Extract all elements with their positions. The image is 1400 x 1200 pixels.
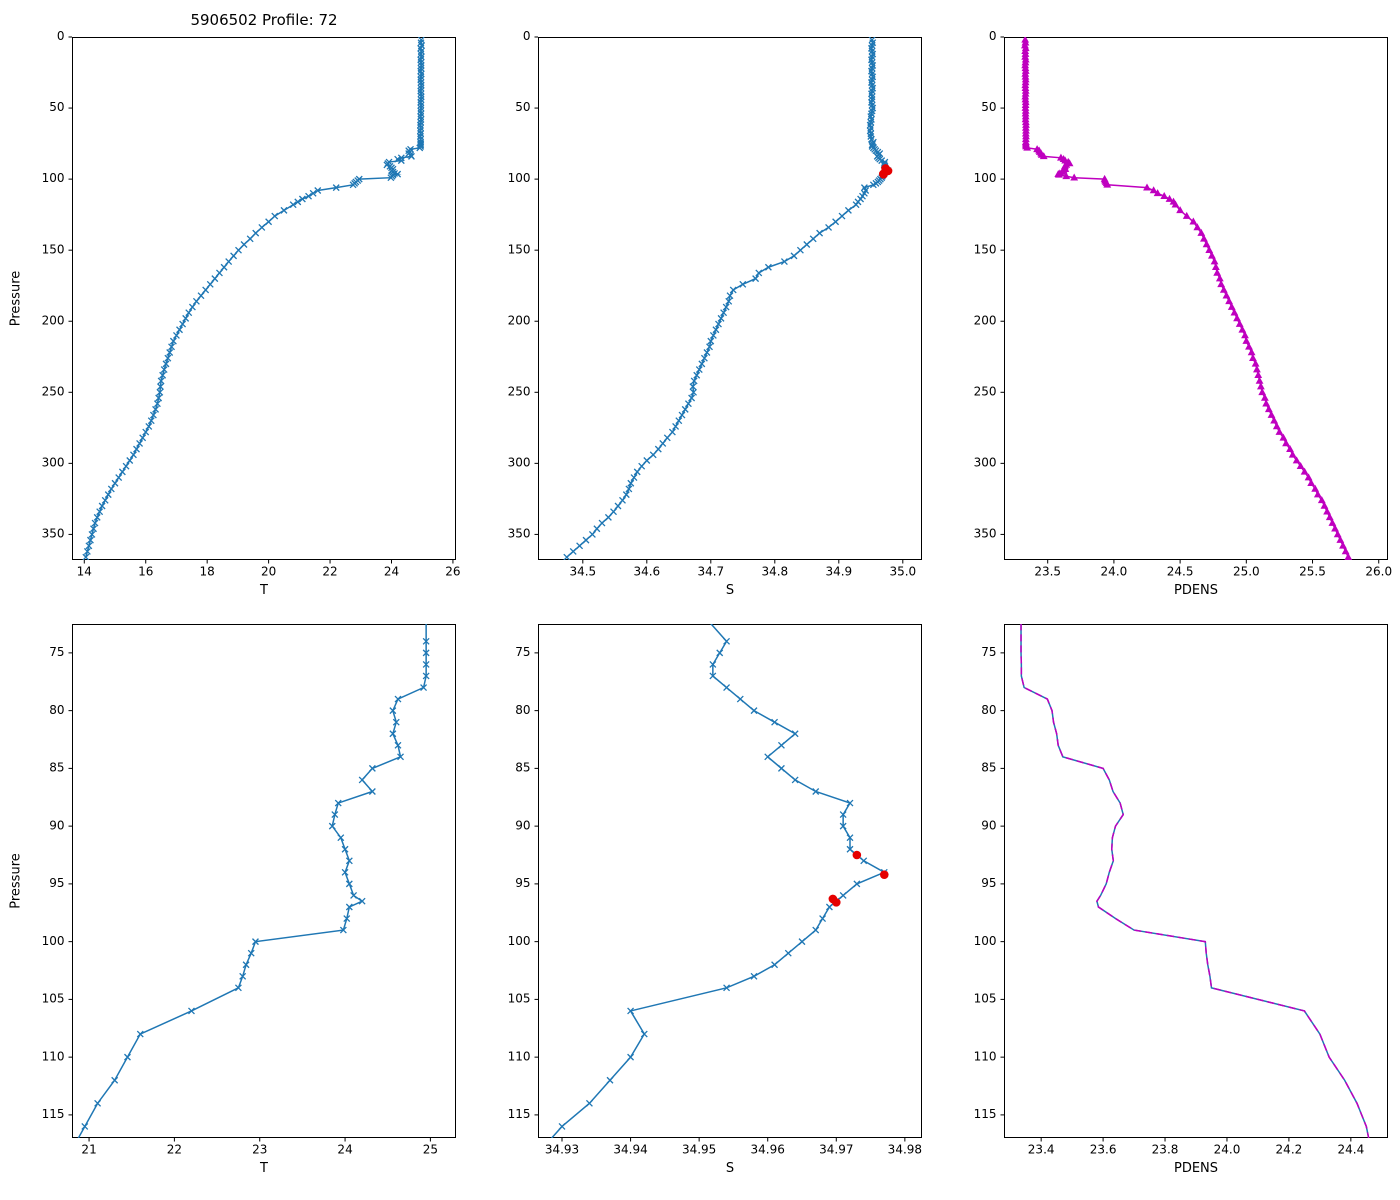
- plot-salinity-full: [466, 0, 932, 600]
- plot-salinity-zoom: [466, 600, 932, 1200]
- plot-temperature-zoom: [0, 600, 466, 1200]
- plot-pdens-full: [932, 0, 1398, 600]
- plot-pdens-zoom: [932, 600, 1398, 1200]
- figure-title: 5906502 Profile: 72: [190, 11, 338, 29]
- plot-temperature-full: [0, 0, 466, 600]
